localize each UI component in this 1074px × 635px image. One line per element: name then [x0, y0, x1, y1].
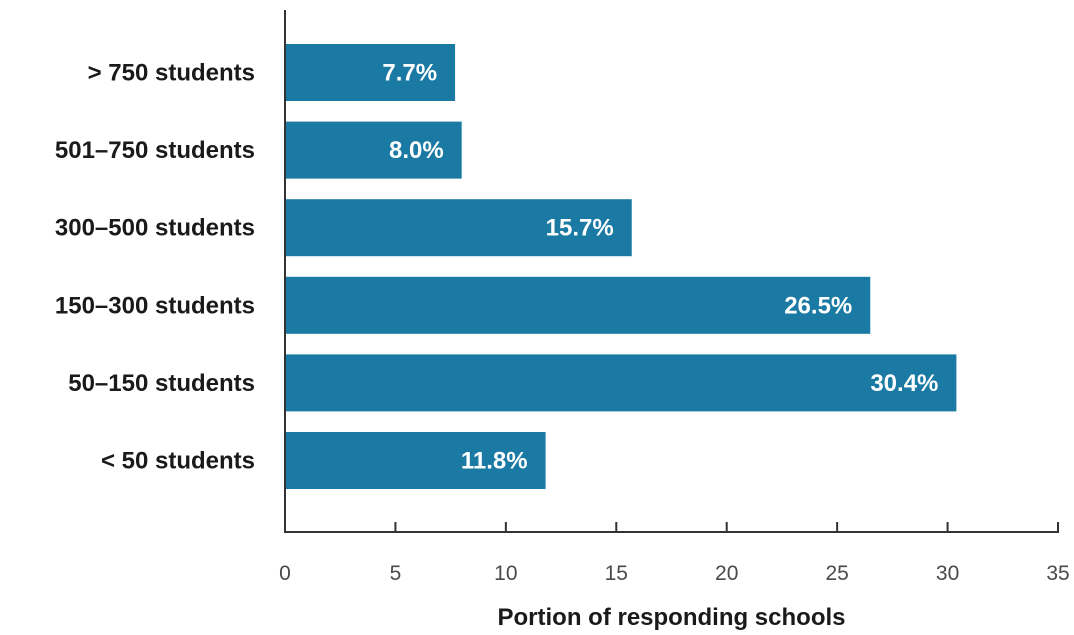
x-tick-label: 15 — [605, 562, 628, 585]
bar-value-label: 8.0% — [389, 137, 444, 164]
x-tick-label: 30 — [936, 562, 959, 585]
category-label: 501–750 students — [55, 137, 255, 164]
x-axis-ticks: 0 5 10 15 20 25 30 35 — [279, 522, 1070, 585]
category-label: 150–300 students — [55, 292, 255, 319]
data-labels: 7.7% 8.0% 15.7% 26.5% 30.4% 11.8% — [382, 60, 938, 475]
bars — [285, 44, 957, 489]
x-tick-label: 10 — [494, 562, 517, 585]
x-tick-label: 0 — [279, 562, 291, 585]
x-tick-label: 35 — [1046, 562, 1069, 585]
bar — [285, 121, 462, 179]
bar — [285, 276, 871, 334]
x-tick-label: 20 — [715, 562, 738, 585]
x-tick-label: 25 — [825, 562, 848, 585]
bar — [285, 432, 546, 489]
category-label: 50–150 students — [68, 370, 255, 397]
bar — [285, 199, 632, 257]
category-labels: > 750 students 501–750 students 300–500 st… — [55, 60, 255, 475]
category-label: 300–500 students — [55, 215, 255, 242]
bar-value-label: 26.5% — [784, 292, 852, 319]
x-axis-title: Portion of responding schools — [498, 604, 846, 631]
bar-value-label: 11.8% — [461, 448, 528, 475]
bar-value-label: 30.4% — [870, 370, 938, 397]
x-tick-label: 5 — [390, 562, 402, 585]
bar-value-label: 7.7% — [382, 60, 437, 87]
category-label: > 750 students — [88, 60, 255, 87]
bar — [285, 354, 957, 412]
category-label: < 50 students — [101, 448, 255, 475]
bar — [285, 44, 456, 101]
bar-value-label: 15.7% — [546, 215, 614, 242]
